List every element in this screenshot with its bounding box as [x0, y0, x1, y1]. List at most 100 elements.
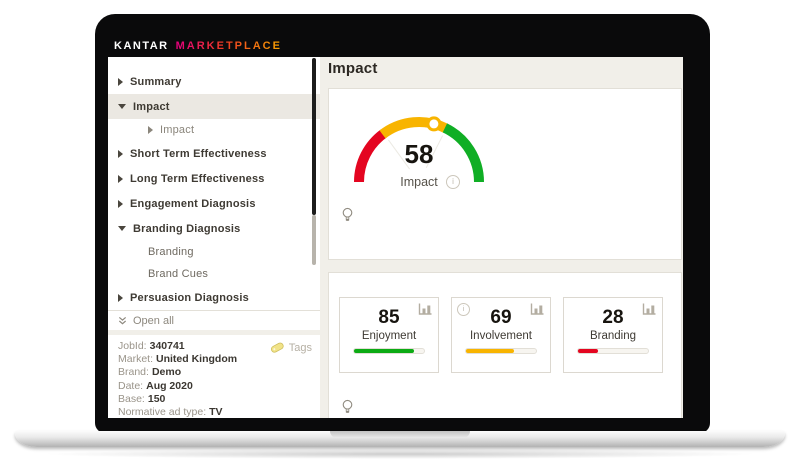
sidebar-item-label: Long Term Effectiveness: [130, 172, 265, 185]
sidebar-subitem-branding[interactable]: Branding: [108, 241, 320, 263]
impact-gauge-card: 58 Impact i: [328, 88, 682, 260]
job-info-value: Demo: [151, 366, 182, 379]
metric-progress-track: [353, 348, 425, 354]
sidebar-subitem-impact[interactable]: Impact: [108, 119, 320, 141]
job-info-label: Normative ad type:: [118, 406, 207, 418]
info-icon[interactable]: i: [457, 303, 470, 316]
job-info-value: Aug 2020: [146, 379, 193, 392]
gauge-segment: [354, 129, 387, 183]
gauge-value: 58: [404, 139, 434, 169]
page-title: Impact: [328, 60, 378, 77]
job-info-value: TV: [209, 406, 223, 418]
main-content: Impact 58 Impact i 85 Enjoyment i 69 Involve…: [320, 57, 683, 418]
metric-value: 28: [602, 307, 624, 328]
metric-progress-fill: [354, 349, 414, 353]
job-info-label: Market:: [118, 353, 154, 366]
lightbulb-icon[interactable]: [341, 399, 354, 417]
metric-tile-involvement[interactable]: i 69 Involvement: [451, 297, 551, 373]
marketplace-logo-text: MARKETPLACE: [175, 40, 282, 52]
job-info-row-brand: Brand: Demo: [118, 366, 310, 379]
gauge-segment: [442, 123, 484, 183]
laptop-base: [15, 431, 785, 447]
gauge-boundary-tick: [388, 139, 410, 170]
tags-button[interactable]: Tags: [270, 341, 312, 354]
laptop-screen: KANTAR MARKETPLACE Summary Impact Impact Sho…: [95, 14, 710, 433]
sidebar-item-persuasion-diagnosis[interactable]: Persuasion Diagnosis: [108, 285, 320, 310]
sidebar-item-label: Branding Diagnosis: [133, 222, 241, 235]
metric-progress-track: [577, 348, 649, 354]
sidebar-item-label: Summary: [130, 75, 182, 88]
metric-progress-fill: [466, 349, 514, 353]
gauge-marker: [426, 116, 442, 132]
job-info-panel: JobId: 340741 Market: United Kingdom Brand: D…: [108, 335, 320, 418]
job-info-row-jobid: JobId: 340741: [118, 340, 310, 353]
job-info-label: Base:: [118, 392, 145, 405]
sidebar-scrollbar-thumb[interactable]: [312, 58, 316, 215]
sidebar-subitem-brand-cues[interactable]: Brand Cues: [108, 263, 320, 285]
job-info-value: 340741: [149, 340, 185, 352]
metric-progress-track: [465, 348, 537, 354]
bar-chart-icon[interactable]: [418, 303, 433, 315]
chevron-down-icon: [118, 226, 126, 231]
tags-label: Tags: [288, 341, 312, 354]
job-info-label: Brand:: [118, 366, 149, 379]
double-chevron-down-icon: [118, 316, 127, 324]
laptop-base-notch: [330, 431, 470, 438]
sidebar-item-engagement-diagnosis[interactable]: Engagement Diagnosis: [108, 191, 320, 216]
job-info-label: JobId:: [118, 340, 147, 352]
sidebar-item-branding-diagnosis[interactable]: Branding Diagnosis: [108, 216, 320, 241]
metric-progress-fill: [578, 349, 598, 353]
metric-label: Enjoyment: [361, 330, 417, 342]
sidebar-item-label: Short Term Effectiveness: [130, 147, 267, 160]
sidebar-item-short-term-effectiveness[interactable]: Short Term Effectiveness: [108, 141, 320, 166]
sidebar-item-long-term-effectiveness[interactable]: Long Term Effectiveness: [108, 166, 320, 191]
job-info-value: United Kingdom: [156, 353, 238, 366]
info-icon[interactable]: i: [446, 175, 460, 189]
sidebar-item-label: Impact: [133, 100, 170, 113]
sidebar-item-impact[interactable]: Impact: [108, 94, 320, 119]
chevron-right-icon: [118, 199, 123, 208]
metric-label: Involvement: [469, 330, 532, 342]
gauge-label: Impact: [400, 175, 438, 189]
sidebar-item-label: Branding: [148, 246, 194, 258]
job-info-row-market: Market: United Kingdom: [118, 353, 310, 366]
metric-value: 69: [490, 307, 512, 328]
job-info-row-base: Base: 150: [118, 393, 310, 406]
lightbulb-icon[interactable]: [341, 207, 354, 225]
chevron-right-icon: [148, 126, 153, 134]
sidebar-item-label: Persuasion Diagnosis: [130, 291, 249, 304]
sidebar-nav: Summary Impact Impact Short Term Effectiven…: [108, 57, 320, 310]
sidebar: Summary Impact Impact Short Term Effectiven…: [108, 57, 320, 330]
job-info-value: 150: [147, 392, 166, 405]
sidebar-item-summary[interactable]: Summary: [108, 69, 320, 94]
chevron-right-icon: [118, 149, 123, 158]
sidebar-item-label: Brand Cues: [148, 268, 209, 280]
bar-chart-icon[interactable]: [642, 303, 657, 315]
metric-tile-enjoyment[interactable]: 85 Enjoyment: [339, 297, 439, 373]
open-all-label: Open all: [133, 314, 174, 327]
sidebar-item-label: Impact: [160, 124, 195, 136]
chevron-right-icon: [118, 174, 123, 183]
impact-gauge-chart: [354, 116, 484, 183]
job-info-row-normative-ad-type: Normative ad type: TV: [118, 406, 310, 418]
bar-chart-icon[interactable]: [530, 303, 545, 315]
brand-logo: KANTAR MARKETPLACE: [114, 40, 282, 52]
metric-value: 85: [378, 307, 400, 328]
sidebar-scrollbar-track[interactable]: [312, 215, 316, 265]
app-window: Summary Impact Impact Short Term Effectiven…: [108, 57, 683, 418]
metric-tiles-row: 85 Enjoyment i 69 Involvement 28 Branding: [339, 297, 663, 373]
laptop-shadow: [40, 449, 760, 459]
gauge-boundary-tick: [425, 135, 444, 168]
chevron-right-icon: [118, 293, 123, 302]
kantar-logo-text: KANTAR: [114, 40, 169, 52]
chevron-down-icon: [118, 104, 126, 109]
job-info-row-date: Date: Aug 2020: [118, 380, 310, 393]
metric-tile-branding[interactable]: 28 Branding: [563, 297, 663, 373]
tag-icon: [270, 342, 284, 353]
open-all-button[interactable]: Open all: [108, 310, 320, 330]
chevron-right-icon: [118, 77, 123, 86]
metrics-card: 85 Enjoyment i 69 Involvement 28 Branding: [328, 272, 682, 418]
metric-label: Branding: [589, 330, 637, 342]
job-info-label: Date:: [118, 379, 144, 392]
